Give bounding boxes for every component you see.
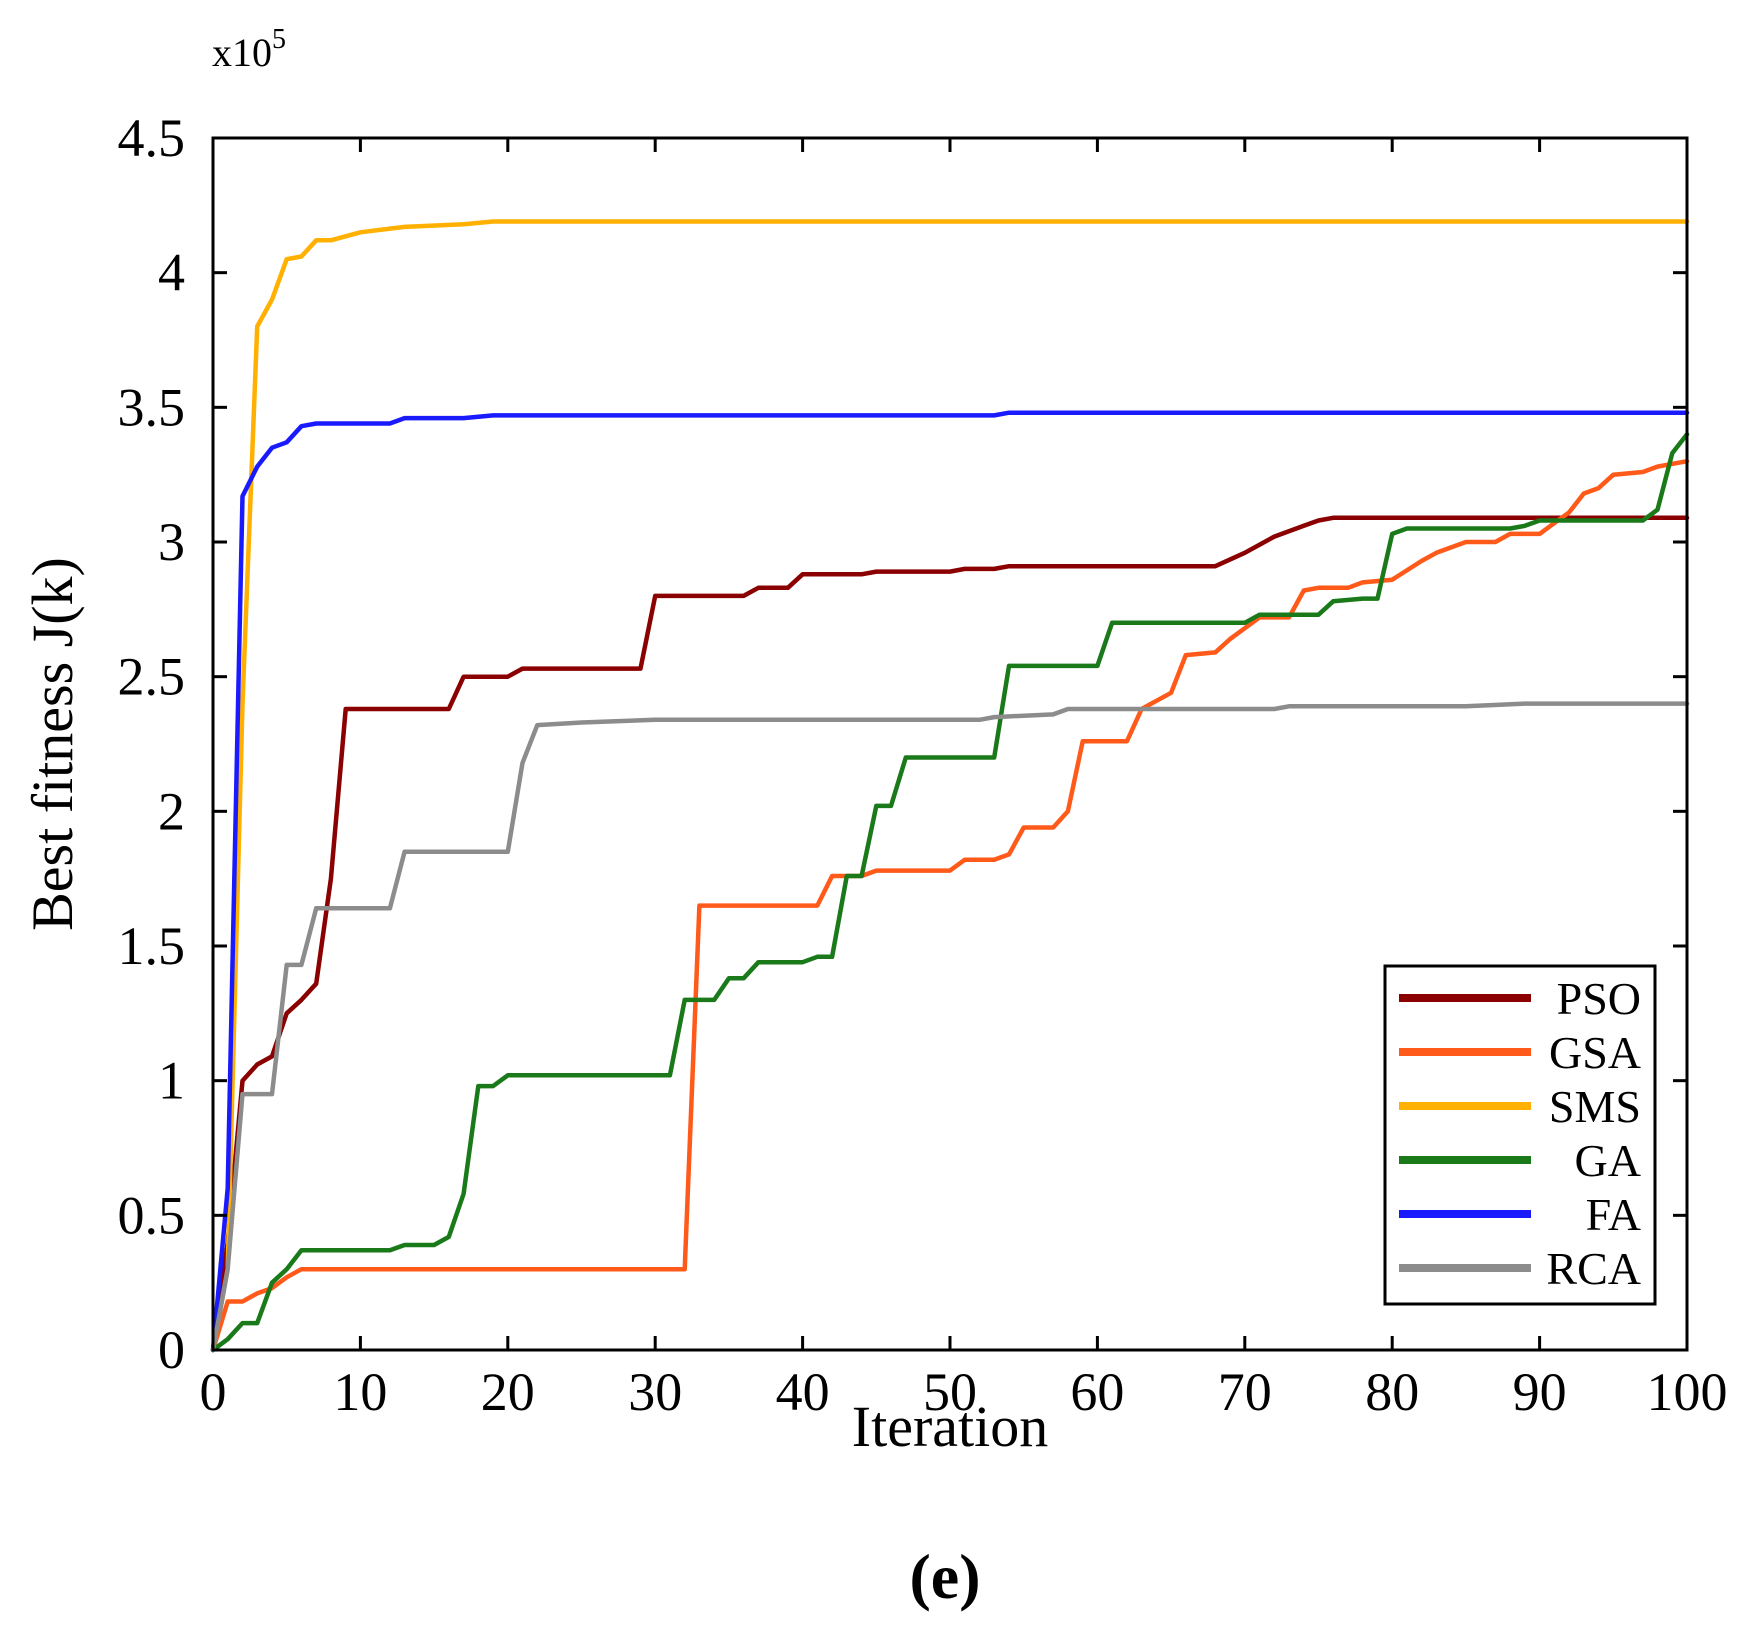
x-tick-label: 60 [1070, 1362, 1124, 1422]
legend-box [1383, 964, 1657, 1306]
series-layer [210, 219, 1690, 1353]
series-line-gsa [210, 458, 1690, 1353]
legend-label-rca: RCA [1546, 1243, 1641, 1294]
x-tick-label: 10 [333, 1362, 387, 1422]
legend-label-gsa: GSA [1549, 1027, 1641, 1078]
legend-label-ga: GA [1575, 1135, 1641, 1186]
y-tick-label: 1.5 [118, 916, 186, 976]
x-tick-label: 30 [628, 1362, 682, 1422]
y-tick-label: 2.5 [118, 647, 186, 707]
series-line-sms [210, 219, 1690, 1353]
y-tick-label: 3 [158, 512, 185, 572]
x-tick-label: 0 [200, 1362, 227, 1422]
legend-label-sms: SMS [1549, 1081, 1641, 1132]
y-scale-exponent-power: 5 [272, 24, 286, 55]
x-axis-title: Iteration [852, 1394, 1048, 1459]
x-tick-label: 100 [1647, 1362, 1728, 1422]
legend-label-fa: FA [1586, 1189, 1641, 1240]
y-tick-label: 0.5 [118, 1185, 186, 1245]
y-axis-title: Best fitness J(k) [20, 557, 85, 931]
x-tick-label: 50 [923, 1362, 977, 1422]
y-tick-label: 2 [158, 781, 185, 841]
y-tick-label: 0 [158, 1320, 185, 1380]
plot-area: 0 10 20 30 40 50 60 70 80 90 100 0 0.5 1 1.5 2 2.5 3 3.5 4… [118, 108, 1728, 1422]
series-line-fa [210, 410, 1690, 1353]
y-tick-label: 4 [158, 243, 185, 303]
y-tick-label: 3.5 [118, 377, 186, 437]
x-tick-label: 40 [776, 1362, 830, 1422]
series-line-pso [210, 515, 1690, 1353]
series-line-rca [210, 701, 1690, 1353]
y-tick-label: 4.5 [118, 108, 186, 168]
panel-label: (e) [909, 1541, 980, 1612]
x-axis: 0 10 20 30 40 50 60 70 80 90 100 [200, 138, 1728, 1422]
y-scale-exponent-base: x10 [212, 30, 272, 75]
legend-label-pso: PSO [1557, 973, 1641, 1024]
y-tick-label: 1 [158, 1051, 185, 1111]
x-tick-label: 70 [1218, 1362, 1272, 1422]
series-line-ga [210, 432, 1690, 1353]
x-tick-label: 20 [481, 1362, 535, 1422]
y-axis: 0 0.5 1 1.5 2 2.5 3 3.5 4 4.5 [118, 108, 1687, 1380]
x-tick-label: 80 [1365, 1362, 1419, 1422]
y-scale-exponent: x105 [212, 24, 286, 75]
x-tick-label: 90 [1513, 1362, 1567, 1422]
